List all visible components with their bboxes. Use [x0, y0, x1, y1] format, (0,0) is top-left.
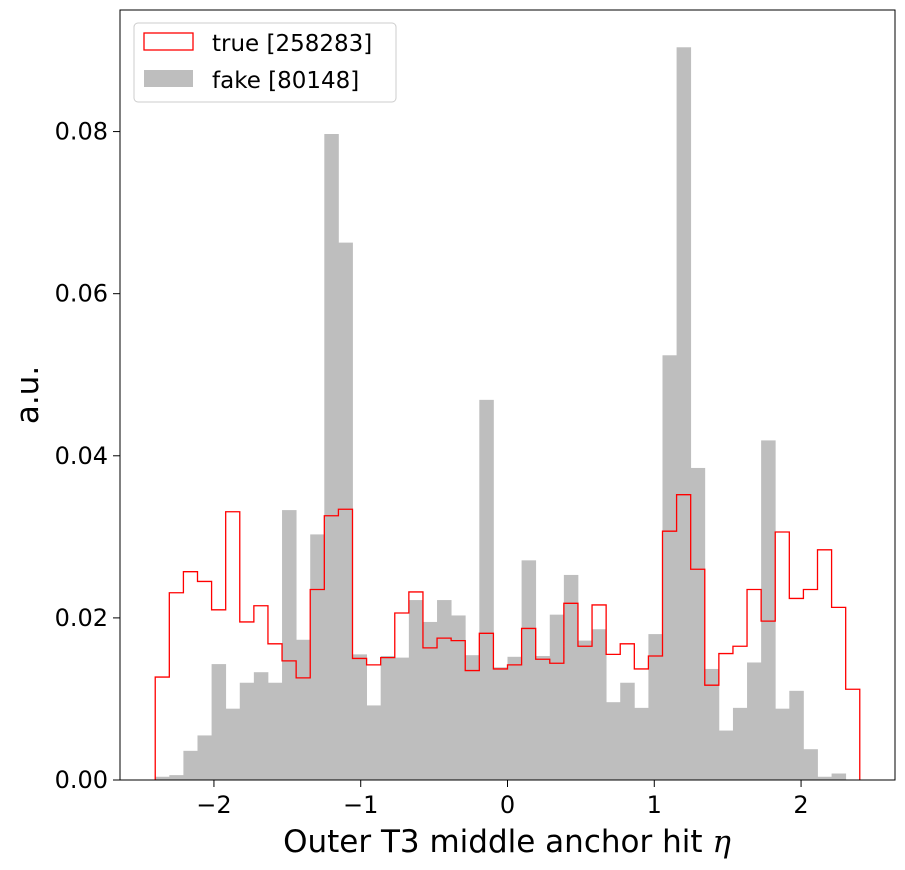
fake-bar: [521, 560, 537, 780]
fake-bar: [155, 776, 170, 780]
fake-bar: [648, 634, 663, 780]
y-tick-label: 0.04: [55, 442, 108, 470]
fake-bar: [803, 749, 818, 780]
y-tick-label: 0.00: [55, 766, 108, 794]
fake-series-bars: [155, 47, 847, 781]
x-tick-label: 1: [647, 791, 662, 819]
fake-bar: [690, 467, 706, 780]
fake-bar: [817, 776, 832, 780]
fake-bar: [634, 707, 649, 780]
fake-bar: [352, 654, 367, 780]
fake-bar: [282, 510, 297, 780]
fake-bar: [606, 702, 621, 780]
fake-bar: [394, 657, 410, 780]
fake-bar: [747, 662, 762, 780]
fake-bar: [465, 655, 480, 780]
x-tick-label: −2: [196, 791, 231, 819]
fake-bar: [704, 668, 720, 780]
fake-bar: [718, 730, 734, 780]
fake-bar: [380, 655, 396, 780]
fake-bar: [267, 682, 283, 780]
fake-bar: [577, 640, 593, 780]
fake-bar: [789, 690, 804, 780]
x-axis-label: Outer T3 middle anchor hit η: [283, 824, 731, 860]
fake-bar: [592, 629, 607, 780]
y-tick-label: 0.06: [55, 280, 108, 308]
fake-bar: [310, 534, 325, 780]
y-tick-label: 0.02: [55, 604, 108, 632]
fake-bar: [507, 656, 522, 780]
fake-bar: [563, 574, 579, 780]
fake-bar: [831, 773, 847, 780]
y-axis-label: a.u.: [10, 366, 46, 424]
fake-bar: [676, 47, 692, 781]
fake-bar: [366, 705, 382, 780]
fake-bar: [239, 682, 255, 780]
fake-bar: [620, 682, 635, 780]
fake-bar: [338, 242, 353, 781]
fake-bar: [422, 621, 438, 780]
y-tick-label: 0.08: [55, 118, 108, 146]
legend-swatch-fake: [144, 70, 193, 87]
x-tick-label: 2: [793, 791, 808, 819]
y-axis: 0.00 0.02 0.04 0.06 0.08: [55, 118, 120, 794]
fake-bar: [296, 639, 311, 780]
fake-bar: [253, 672, 269, 780]
fake-bar: [662, 355, 677, 780]
fake-bar: [324, 134, 339, 781]
fake-bar: [183, 750, 198, 780]
x-tick-label: −1: [343, 791, 378, 819]
legend-swatch-true: [143, 32, 194, 51]
true-series-step-line: [154, 494, 861, 780]
fake-bar: [169, 775, 184, 780]
fake-bar: [549, 614, 565, 780]
x-tick-label: 0: [500, 791, 515, 819]
legend: true [258283] fake [80148]: [133, 22, 397, 103]
fake-bar: [761, 440, 776, 780]
legend-box: [133, 22, 397, 103]
fake-bar: [437, 600, 452, 780]
x-axis: −2 −1 0 1 2: [196, 780, 809, 819]
fake-bar: [775, 708, 790, 780]
fake-bar: [535, 655, 551, 780]
fake-bar: [732, 707, 748, 780]
fake-bar: [197, 735, 212, 780]
fake-bar: [225, 708, 241, 780]
legend-label-fake: fake [80148]: [212, 68, 359, 94]
fake-bar: [493, 667, 508, 780]
fake-bar: [479, 399, 494, 780]
plot-area: [154, 47, 861, 781]
fake-bar: [408, 600, 424, 780]
fake-bar: [211, 664, 227, 780]
legend-label-true: true [258283]: [212, 31, 372, 57]
fake-bar: [451, 615, 466, 780]
